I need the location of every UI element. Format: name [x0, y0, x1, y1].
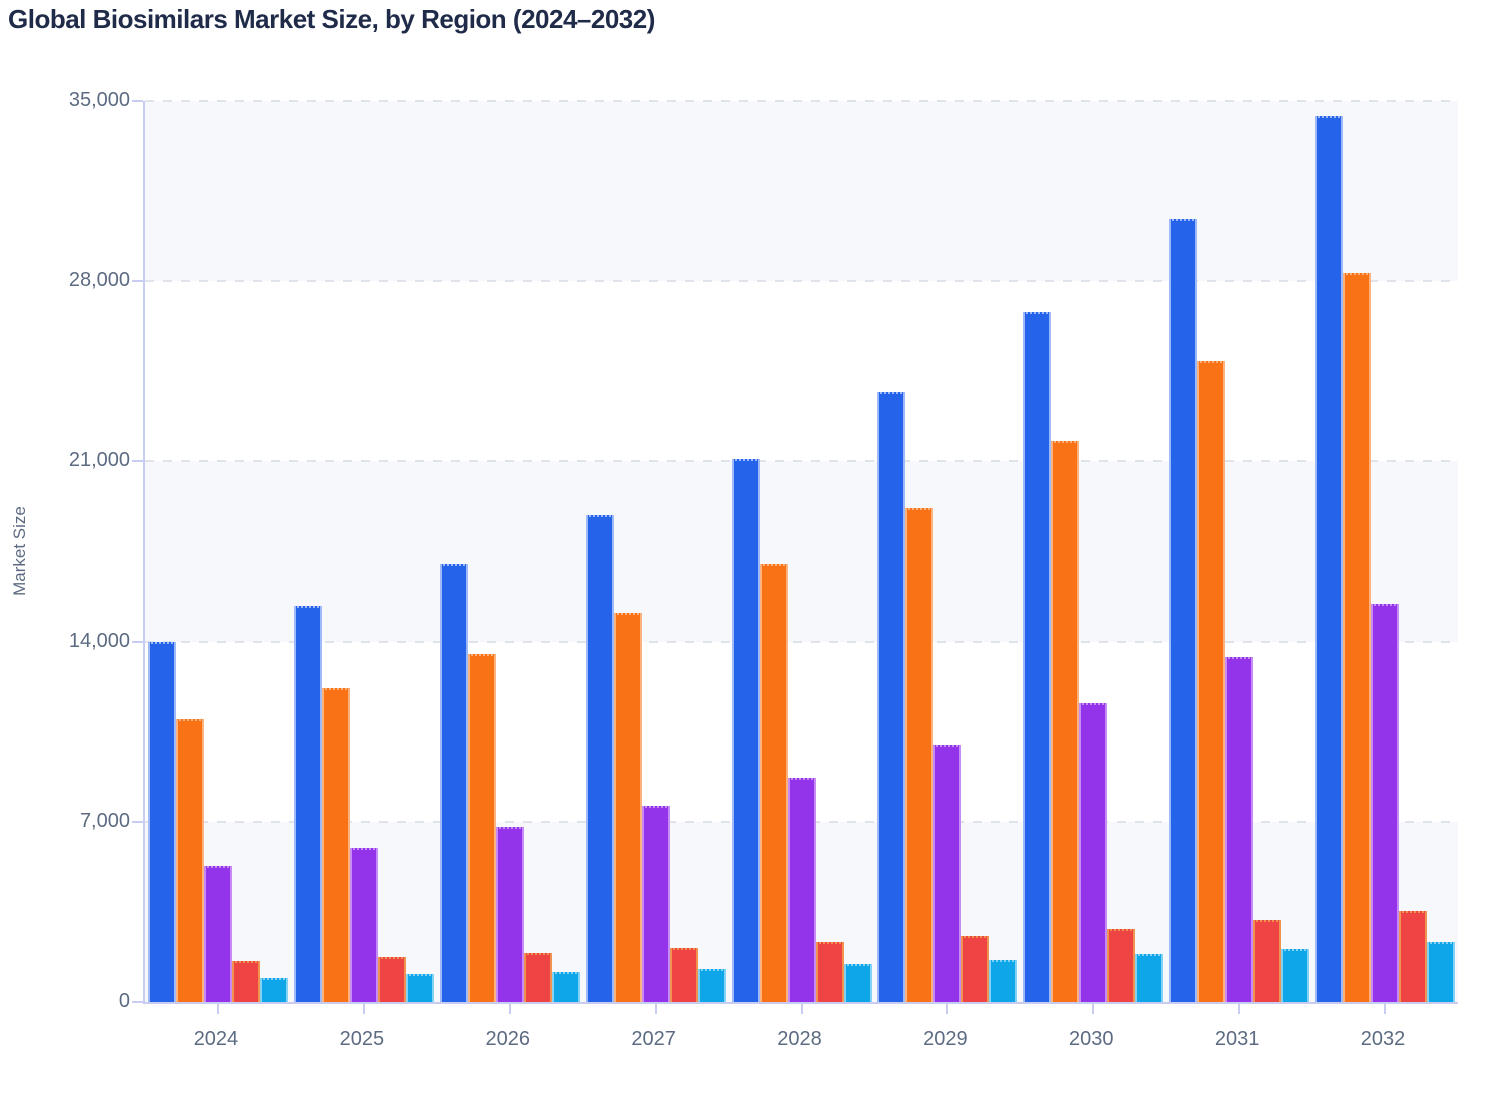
x-tick-label-2024: 2024	[193, 1028, 239, 1050]
y-tick-label: 35,000	[68, 89, 130, 111]
x-tick-label-2026: 2026	[485, 1028, 530, 1050]
bar-2028-cyan[interactable]	[843, 963, 872, 1002]
x-tick-label-2028: 2028	[777, 1028, 822, 1050]
y-tick	[132, 820, 143, 823]
y-tick-label: 14,000	[68, 629, 130, 652]
bar-2031-orange[interactable]	[1197, 361, 1226, 1002]
bar-2024-orange[interactable]	[175, 718, 204, 1002]
bar-2028-blue[interactable]	[731, 458, 760, 1002]
page-title: Global Biosimilars Market Size, by Regio…	[8, 4, 655, 34]
bar-2030-purple[interactable]	[1079, 703, 1108, 1002]
bar-2025-orange[interactable]	[321, 687, 350, 1002]
y-tick-label: 7,000	[79, 809, 130, 832]
bar-2027-cyan[interactable]	[697, 968, 726, 1002]
bar-2026-blue[interactable]	[439, 564, 468, 1002]
bar-2029-purple[interactable]	[933, 744, 962, 1002]
bar-2026-purple[interactable]	[495, 826, 524, 1002]
y-tick-label: 28,000	[68, 269, 130, 292]
bar-2029-cyan[interactable]	[989, 959, 1018, 1002]
x-tick-label-2030: 2030	[1069, 1028, 1114, 1050]
bar-2031-purple[interactable]	[1225, 657, 1254, 1002]
bar-2027-orange[interactable]	[613, 613, 642, 1002]
x-tick	[1238, 1004, 1241, 1014]
bar-2029-blue[interactable]	[877, 391, 906, 1002]
bar-2027-purple[interactable]	[641, 806, 670, 1002]
bar-2028-purple[interactable]	[787, 778, 816, 1002]
bar-2031-blue[interactable]	[1169, 219, 1198, 1002]
bar-2029-orange[interactable]	[905, 507, 934, 1002]
bar-2025-red[interactable]	[377, 957, 406, 1002]
bar-2024-blue[interactable]	[147, 641, 176, 1002]
plot-area	[132, 100, 1458, 1014]
gridline-28000	[145, 280, 1458, 283]
x-tick	[654, 1004, 657, 1014]
bar-2025-blue[interactable]	[293, 605, 322, 1002]
bar-2029-red[interactable]	[961, 935, 990, 1002]
plot-band	[145, 101, 1458, 282]
x-tick-label-2032: 2032	[1360, 1028, 1406, 1050]
bar-2032-purple[interactable]	[1371, 604, 1400, 1002]
x-tick	[946, 1004, 949, 1014]
y-tick	[132, 640, 143, 643]
bar-2032-orange[interactable]	[1343, 273, 1372, 1002]
x-tick	[1384, 1004, 1387, 1014]
plot-band	[145, 281, 1458, 462]
gridline-14000	[145, 640, 1458, 643]
y-tick-label: 0	[118, 990, 130, 1012]
bar-2028-orange[interactable]	[759, 564, 788, 1002]
bar-2026-red[interactable]	[523, 952, 552, 1002]
y-tick	[132, 100, 143, 102]
gridline-35000	[145, 100, 1458, 102]
gridline-21000	[145, 460, 1458, 463]
y-tick	[132, 280, 143, 283]
x-tick	[216, 1004, 219, 1014]
bar-2027-red[interactable]	[669, 948, 698, 1002]
x-tick-label-2025: 2025	[339, 1028, 385, 1050]
bar-2024-red[interactable]	[231, 960, 260, 1002]
bar-2024-cyan[interactable]	[259, 977, 288, 1002]
bar-2030-orange[interactable]	[1051, 440, 1080, 1002]
bar-2028-red[interactable]	[815, 942, 844, 1002]
bar-2031-cyan[interactable]	[1281, 948, 1310, 1002]
bar-2026-orange[interactable]	[467, 654, 496, 1002]
bar-2030-blue[interactable]	[1023, 312, 1052, 1002]
bar-2030-red[interactable]	[1107, 928, 1136, 1002]
x-tick-label-2027: 2027	[631, 1028, 676, 1050]
y-tick-label: 21,000	[68, 449, 130, 472]
plot-band	[145, 461, 1458, 642]
x-tick	[800, 1004, 803, 1014]
bar-2032-cyan[interactable]	[1427, 942, 1456, 1002]
x-tick	[362, 1004, 365, 1014]
bar-2024-purple[interactable]	[203, 865, 232, 1002]
x-tick-label-2029: 2029	[923, 1028, 968, 1050]
y-tick	[132, 1001, 143, 1003]
y-axis-title: Market Size	[10, 506, 29, 596]
bar-2025-cyan[interactable]	[405, 974, 434, 1002]
bar-2031-red[interactable]	[1253, 920, 1282, 1002]
bar-2025-purple[interactable]	[349, 847, 378, 1002]
bar-2032-red[interactable]	[1399, 910, 1428, 1002]
x-tick	[1092, 1004, 1095, 1014]
x-tick-label-2031: 2031	[1214, 1028, 1260, 1050]
bar-2032-blue[interactable]	[1315, 116, 1344, 1002]
bar-2027-blue[interactable]	[585, 515, 614, 1002]
x-tick	[508, 1004, 511, 1014]
bar-2030-cyan[interactable]	[1135, 953, 1164, 1002]
y-tick	[132, 460, 143, 463]
bar-2026-cyan[interactable]	[551, 971, 580, 1002]
